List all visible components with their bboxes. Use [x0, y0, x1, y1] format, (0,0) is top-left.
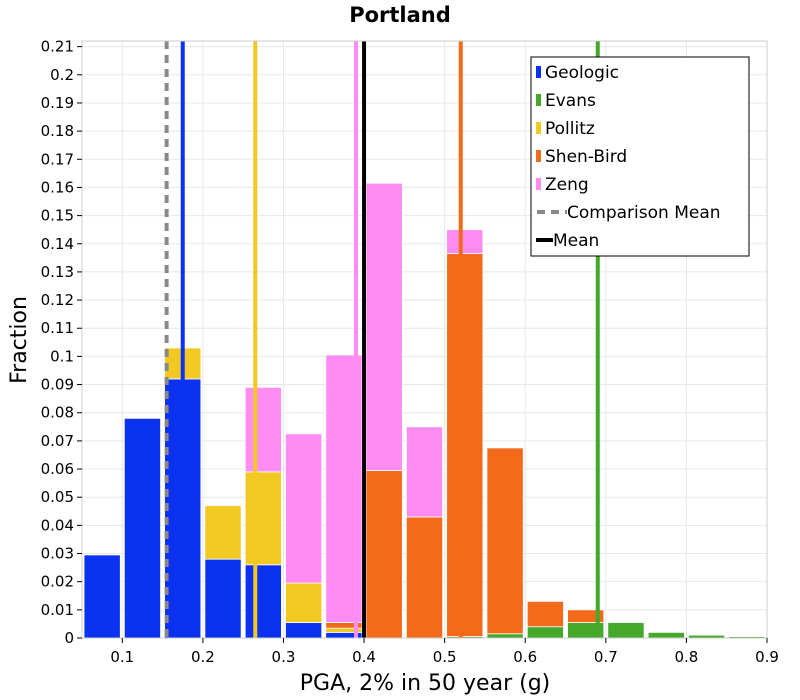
- legend-swatch-pollitz: [536, 122, 541, 134]
- x-tick-label: 0.6: [513, 648, 537, 666]
- chart-title: Portland: [349, 3, 451, 27]
- bar-shen-bird: [365, 470, 403, 639]
- x-tick-label: 0.2: [191, 648, 215, 666]
- y-tick-label: 0.06: [41, 460, 74, 478]
- bar-shen-bird: [405, 516, 444, 639]
- legend-swatch-zeng: [536, 178, 541, 190]
- bar-shen-bird: [526, 600, 564, 628]
- y-axis-ticks: 0 0.01 0.02 0.03 0.04 0.05 0.06 0.07 0.08 0.09 0.1…: [41, 38, 82, 647]
- y-tick-label: 0.15: [41, 207, 74, 225]
- bar-zeng: [446, 229, 484, 255]
- x-tick-label: 0.7: [594, 648, 618, 666]
- x-tick-label: 0.4: [352, 648, 376, 666]
- legend-label-zeng: Zeng: [545, 175, 589, 195]
- bar-zeng: [285, 433, 323, 584]
- y-tick-label: 0.18: [41, 122, 74, 140]
- mean-lines: [164, 41, 600, 638]
- bar-pollitz: [244, 471, 282, 566]
- bar-geologic: [204, 558, 242, 639]
- y-tick-label: 0.01: [41, 601, 74, 619]
- bar-evans: [647, 631, 685, 639]
- bar-evans: [526, 626, 564, 639]
- y-tick-label: 0.05: [41, 488, 74, 506]
- x-axis-label: PGA, 2% in 50 year (g): [300, 671, 551, 696]
- legend-label-pollitz: Pollitz: [545, 119, 595, 139]
- bar-zeng: [405, 426, 444, 518]
- bar-geologic: [244, 564, 282, 639]
- y-tick-label: 0.04: [41, 516, 74, 534]
- y-tick-label: 0.12: [41, 291, 74, 309]
- legend-swatch-shen-bird: [536, 150, 541, 162]
- y-tick-label: 0.1: [50, 347, 74, 365]
- bars: [83, 182, 766, 639]
- y-tick-label: 0.2: [50, 66, 74, 84]
- legend-label-shen-bird: Shen-Bird: [545, 147, 627, 167]
- legend: Geologic Evans Pollitz Shen-Bird Zeng Compari…: [530, 56, 750, 257]
- y-tick-label: 0.16: [41, 178, 74, 196]
- bar-shen-bird: [567, 609, 605, 623]
- bar-geologic: [123, 417, 161, 639]
- x-tick-label: 0.5: [433, 648, 457, 666]
- y-tick-label: 0.02: [41, 573, 74, 591]
- y-tick-label: 0: [64, 629, 74, 647]
- x-tick-label: 0.8: [674, 648, 698, 666]
- bar-shen-bird: [486, 447, 524, 635]
- y-axis-label: Fraction: [7, 296, 32, 384]
- y-tick-label: 0.07: [41, 432, 74, 450]
- y-tick-label: 0.17: [41, 150, 74, 168]
- bar-geologic: [83, 554, 121, 639]
- bar-geologic: [285, 622, 323, 639]
- y-tick-label: 0.03: [41, 545, 74, 563]
- x-tick-label: 0.3: [272, 648, 296, 666]
- x-tick-label: 0.1: [110, 648, 134, 666]
- y-tick-label: 0.11: [41, 319, 74, 337]
- legend-label-geologic: Geologic: [545, 63, 619, 83]
- y-tick-label: 0.08: [41, 404, 74, 422]
- legend-swatch-evans: [536, 94, 541, 106]
- y-tick-label: 0.14: [41, 235, 74, 253]
- legend-label-mean: Mean: [553, 231, 599, 251]
- y-tick-label: 0.19: [41, 94, 74, 112]
- bar-pollitz: [285, 582, 323, 623]
- plot-frame: [81, 40, 768, 639]
- y-tick-label: 0.21: [41, 38, 74, 56]
- y-tick-label: 0.09: [41, 376, 74, 394]
- legend-swatch-geologic: [536, 66, 541, 78]
- bar-shen-bird: [446, 253, 484, 637]
- bar-zeng: [365, 182, 403, 471]
- y-tick-label: 0.13: [41, 263, 74, 281]
- bar-evans: [486, 633, 524, 639]
- legend-label-evans: Evans: [545, 91, 596, 111]
- bar-evans: [607, 622, 645, 639]
- legend-label-comparison-mean: Comparison Mean: [567, 203, 721, 223]
- legend-box: [530, 56, 750, 257]
- x-axis-ticks: 0.1 0.2 0.3 0.4 0.5 0.6 0.7 0.8 0.9: [110, 638, 779, 666]
- bar-zeng: [244, 386, 282, 473]
- bar-pollitz: [204, 505, 242, 560]
- x-tick-label: 0.9: [755, 648, 779, 666]
